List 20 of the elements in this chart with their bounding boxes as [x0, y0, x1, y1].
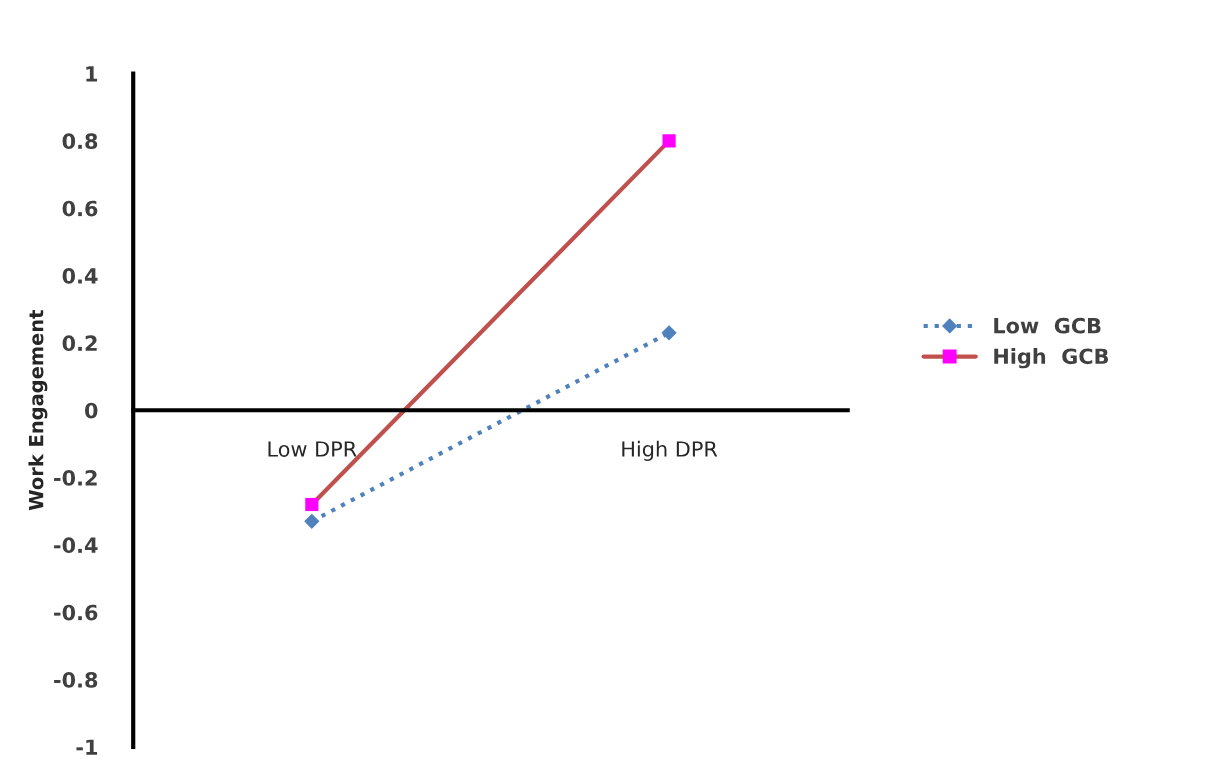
y-tick-label: -0.4 — [54, 537, 98, 554]
y-tick-label: -0.6 — [54, 604, 98, 621]
legend-label: Low GCB — [994, 317, 1101, 334]
x-tick-label: High DPR — [622, 440, 718, 461]
legend-label: High GCB — [994, 348, 1108, 369]
y-axis-title: Work Engagement — [28, 310, 48, 511]
point — [661, 325, 677, 341]
y-tick-label: 0 — [84, 402, 98, 419]
y-tick-label: -0.8 — [54, 672, 98, 688]
y-tick-label: -0.2 — [54, 470, 97, 486]
y-tick-label: 1 — [86, 66, 98, 82]
y-tick-label: 0.6 — [62, 200, 98, 217]
y-tick-label: -1 — [76, 739, 98, 755]
point — [304, 513, 320, 529]
x-tick-label: Low DPR — [268, 441, 357, 457]
y-tick-label: 0.8 — [62, 133, 98, 150]
point — [662, 134, 676, 148]
point — [305, 497, 319, 512]
y-tick-label: 0.2 — [62, 335, 97, 352]
y-tick-label: 0.4 — [62, 268, 98, 284]
